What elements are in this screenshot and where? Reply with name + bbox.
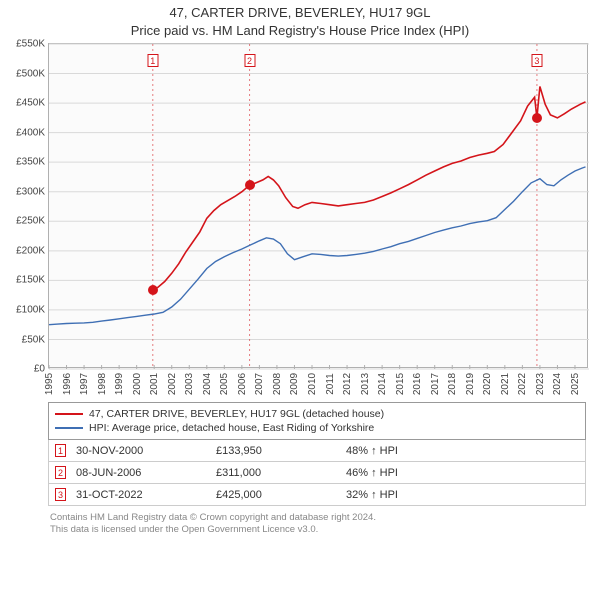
chart-title-address: 47, CARTER DRIVE, BEVERLEY, HU17 9GL — [6, 4, 594, 22]
legend-label: HPI: Average price, detached house, East… — [89, 422, 374, 434]
y-tick-label: £300K — [7, 186, 45, 197]
legend-row: 47, CARTER DRIVE, BEVERLEY, HU17 9GL (de… — [55, 407, 579, 421]
sale-row: 3 31-OCT-2022 £425,000 32% ↑ HPI — [48, 484, 586, 506]
y-tick-label: £400K — [7, 127, 45, 138]
sale-row-date: 08-JUN-2006 — [76, 467, 206, 479]
sale-row-number: 1 — [55, 444, 66, 457]
sale-row-pct: 46% ↑ HPI — [346, 467, 579, 479]
sale-marker-dot — [245, 180, 255, 190]
legend-swatch — [55, 427, 83, 429]
sale-row-date: 31-OCT-2022 — [76, 489, 206, 501]
sale-row-number: 3 — [55, 488, 66, 501]
y-tick-label: £50K — [7, 334, 45, 345]
y-tick-label: £150K — [7, 275, 45, 286]
y-tick-label: £100K — [7, 305, 45, 316]
chart-titles: 47, CARTER DRIVE, BEVERLEY, HU17 9GL Pri… — [6, 4, 594, 39]
sale-row-price: £311,000 — [216, 467, 336, 479]
sale-row-number: 2 — [55, 466, 66, 479]
y-tick-label: £350K — [7, 157, 45, 168]
sale-marker-box: 2 — [244, 54, 255, 67]
legend-swatch — [55, 413, 83, 415]
chart-footer: Contains HM Land Registry data © Crown c… — [48, 506, 586, 539]
y-tick-label: £200K — [7, 245, 45, 256]
sale-marker-dot — [532, 113, 542, 123]
sale-row-price: £133,950 — [216, 445, 336, 457]
series-layer — [49, 44, 587, 367]
y-tick-label: £450K — [7, 98, 45, 109]
sales-table: 1 30-NOV-2000 £133,950 48% ↑ HPI 2 08-JUN-200… — [48, 440, 586, 506]
x-tick-label: 2025 — [570, 369, 598, 399]
sale-marker-box: 3 — [531, 54, 542, 67]
footer-copyright: Contains HM Land Registry data © Crown c… — [50, 512, 584, 524]
sale-marker-box: 1 — [147, 54, 158, 67]
y-tick-label: £500K — [7, 68, 45, 79]
sale-row-date: 30-NOV-2000 — [76, 445, 206, 457]
sale-marker-dot — [148, 285, 158, 295]
y-tick-label: £250K — [7, 216, 45, 227]
chart-below: 47, CARTER DRIVE, BEVERLEY, HU17 9GL (de… — [48, 402, 586, 539]
legend: 47, CARTER DRIVE, BEVERLEY, HU17 9GL (de… — [48, 402, 586, 440]
chart-container: 47, CARTER DRIVE, BEVERLEY, HU17 9GL Pri… — [0, 0, 600, 545]
y-tick-label: £550K — [7, 39, 45, 50]
legend-row: HPI: Average price, detached house, East… — [55, 421, 579, 435]
y-tick-label: £0 — [7, 364, 45, 375]
legend-label: 47, CARTER DRIVE, BEVERLEY, HU17 9GL (de… — [89, 408, 384, 420]
sale-row-pct: 32% ↑ HPI — [346, 489, 579, 501]
chart-title-sub: Price paid vs. HM Land Registry's House … — [6, 22, 594, 40]
sale-row-pct: 48% ↑ HPI — [346, 445, 579, 457]
footer-licence: This data is licensed under the Open Gov… — [50, 524, 584, 536]
sale-row: 2 08-JUN-2006 £311,000 46% ↑ HPI — [48, 462, 586, 484]
sale-row: 1 30-NOV-2000 £133,950 48% ↑ HPI — [48, 440, 586, 462]
sale-row-price: £425,000 — [216, 489, 336, 501]
plot-area: £0£50K£100K£150K£200K£250K£300K£350K£400… — [48, 43, 588, 368]
